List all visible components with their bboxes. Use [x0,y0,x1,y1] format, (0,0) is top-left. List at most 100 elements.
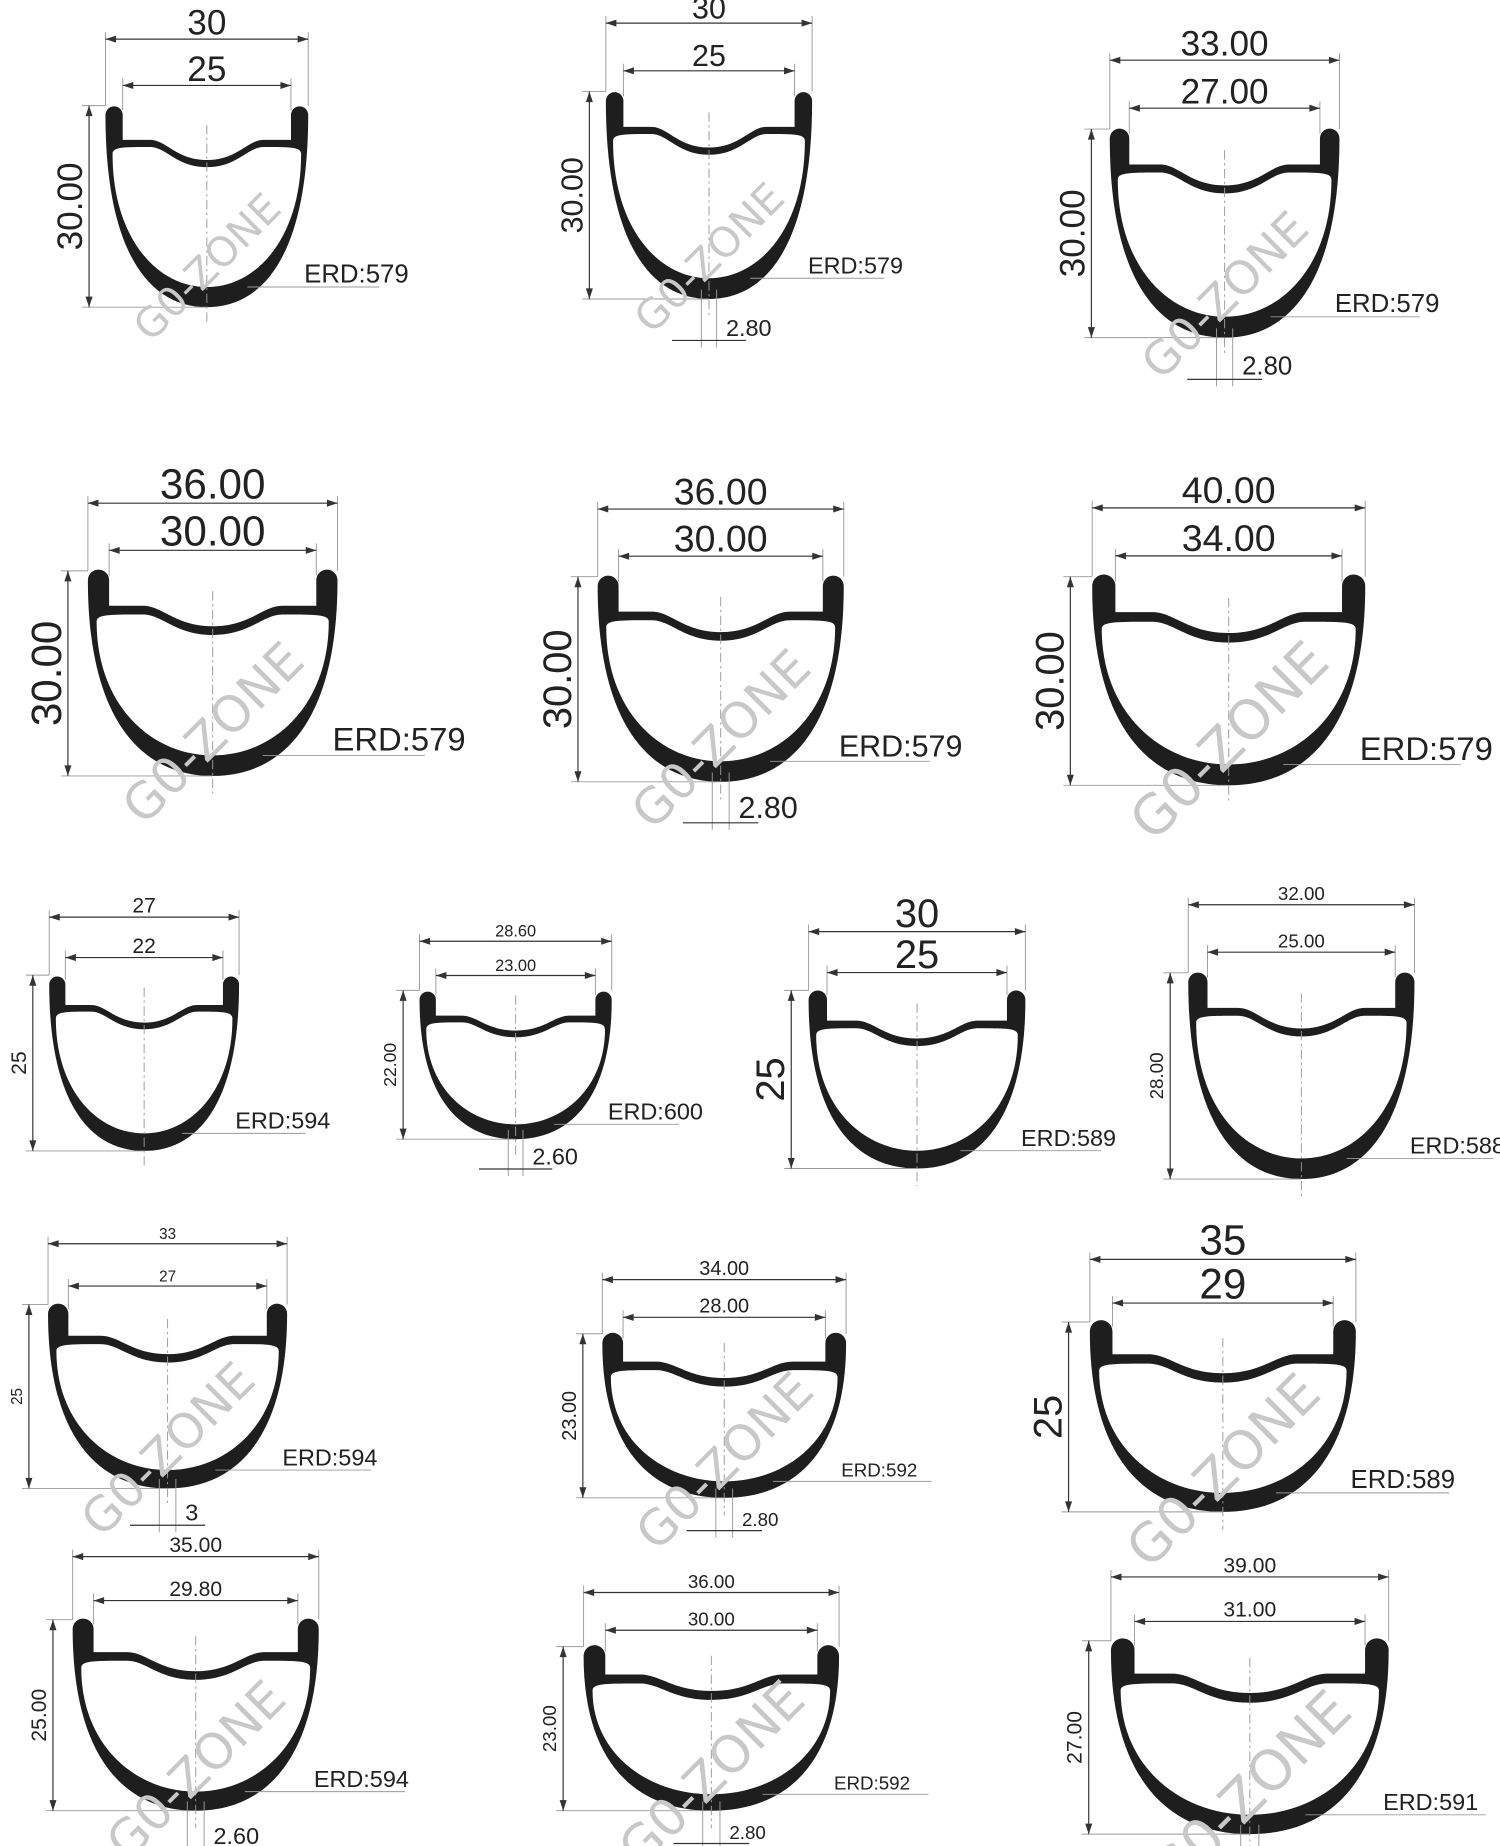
arrowhead-icon [585,288,593,299]
arrowhead-icon [72,1553,84,1561]
arrowhead-icon [1087,129,1095,140]
erd-label: ERD:589 [1021,1125,1116,1151]
arrowhead-icon [1014,928,1026,936]
height-label: 28.00 [1146,1052,1167,1099]
height-label: 30.00 [536,629,580,729]
arrowhead-icon [996,969,1007,977]
height-label: 27.00 [1064,1711,1087,1764]
bed-thickness-label: 2.80 [1242,353,1292,381]
arrowhead-icon [419,937,431,945]
inner-width-label: 28.00 [699,1296,749,1318]
arrowhead-icon [64,570,72,582]
erd-label: ERD:591 [1383,1789,1478,1815]
inner-width-label: 30.00 [160,508,266,555]
arrowhead-icon [1354,504,1366,512]
arrowhead-icon [559,1800,567,1811]
outer-width-label: 36.00 [160,460,266,507]
arrowhead-icon [1331,552,1343,560]
arrowhead-icon [85,296,93,308]
erd-label: ERD:579 [304,260,409,288]
arrowhead-icon [1403,901,1415,909]
arrowhead-icon [1066,774,1074,786]
outer-width-label: 35.00 [169,1534,222,1557]
arrowhead-icon [835,1276,847,1284]
outer-width-label: 33.00 [1181,25,1269,64]
erd-label: ERD:579 [1335,290,1440,318]
erd-label: ERD:594 [314,1766,409,1792]
arrowhead-icon [1087,327,1095,338]
erd-label: ERD:589 [1351,1466,1456,1494]
arrowhead-icon [1065,1501,1073,1512]
arrowhead-icon [787,1157,795,1169]
arrowhead-icon [305,546,317,554]
arrowhead-icon [623,67,634,75]
inner-width-label: 27 [159,1268,176,1285]
arrowhead-icon [280,81,291,89]
outer-width-label: 27 [132,894,155,917]
inner-width-label: 29 [1199,1260,1246,1307]
arrowhead-icon [308,1553,319,1561]
arrowhead-icon [1112,1299,1124,1307]
outer-width-label: 40.00 [1182,469,1276,511]
arrowhead-icon [93,1597,105,1605]
rim-profile: 28.60 23.00 22.00 ERD:600 2.60 [380,923,703,1177]
erd-label: ERD:592 [841,1460,917,1481]
height-label: 30.00 [555,157,589,233]
rim-cavity [613,134,805,279]
erd-label: ERD:579 [333,721,466,758]
erd-label: ERD:588 [1410,1133,1500,1159]
outer-width-label: 30 [895,892,939,936]
erd-label: ERD:579 [839,730,963,764]
inner-width-label: 34.00 [1182,517,1276,559]
arrowhead-icon [48,1240,59,1248]
arrowhead-icon [1328,56,1340,64]
arrowhead-icon [68,1282,79,1290]
arrowhead-icon [1345,1255,1356,1263]
arrowhead-icon [1109,56,1121,64]
arrowhead-icon [1384,948,1396,956]
arrowhead-icon [1110,1573,1122,1581]
outer-width-label: 39.00 [1223,1554,1276,1577]
arrowhead-icon [808,928,820,936]
arrowhead-icon [326,499,338,507]
arrowhead-icon [1129,104,1140,112]
arrowhead-icon [1115,552,1126,560]
arrowhead-icon [605,19,617,27]
outer-width-label: 28.60 [495,923,536,941]
arrowhead-icon [574,576,582,588]
height-label: 25 [1027,1395,1071,1439]
rim-profile: 27 22 25 ERD:594 [8,894,330,1169]
arrowhead-icon [812,552,823,560]
arrowhead-icon [297,35,309,43]
arrowhead-icon [1378,1573,1389,1581]
arrowhead-icon [1309,104,1320,112]
erd-label: ERD:594 [235,1108,330,1134]
rim-cavity [112,146,302,288]
rim-cavity [816,1028,1018,1151]
arrowhead-icon [435,971,447,980]
arrowhead-icon [585,91,593,103]
inner-width-label: 29.80 [169,1578,222,1601]
arrowhead-icon [49,1800,57,1811]
erd-label: ERD:592 [834,1773,910,1794]
height-label: 25 [8,1051,31,1074]
outer-width-label: 32.00 [1278,883,1325,904]
height-label: 23.00 [539,1705,560,1752]
bed-thickness-label: 2.60 [532,1143,578,1169]
arrowhead-icon [109,546,120,554]
arrowhead-icon [256,1282,267,1290]
arrowhead-icon [579,1333,587,1345]
arrowhead-icon [1134,1617,1146,1625]
arrowhead-icon [399,1128,407,1140]
